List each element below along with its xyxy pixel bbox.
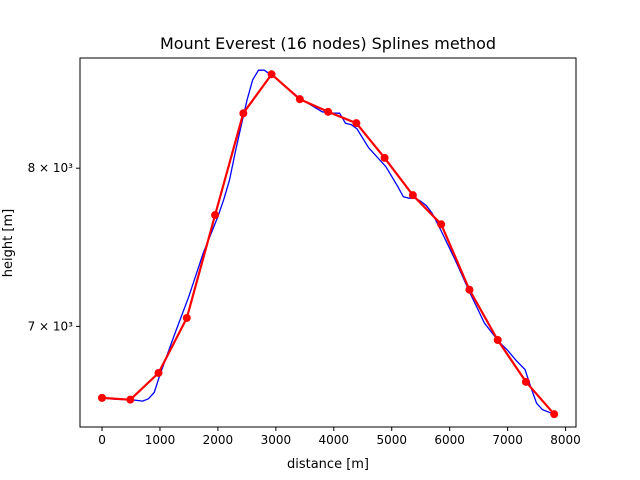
data-point-red xyxy=(493,336,502,345)
y-tick-label: 8 × 10³ xyxy=(28,161,74,175)
x-tick-label: 0 xyxy=(98,433,106,447)
y-tick-label: 7 × 10³ xyxy=(28,319,74,333)
data-point-red xyxy=(182,313,191,322)
data-point-red xyxy=(437,220,446,229)
data-layer xyxy=(98,69,559,419)
data-point-red xyxy=(380,153,389,162)
data-point-red xyxy=(465,285,474,294)
x-tick-label: 2000 xyxy=(203,433,234,447)
data-point-red xyxy=(352,119,361,128)
x-tick-label: 8000 xyxy=(550,433,581,447)
data-point-red xyxy=(521,377,530,386)
data-point-red xyxy=(211,211,220,220)
x-tick-label: 6000 xyxy=(434,433,465,447)
data-point-red xyxy=(239,109,248,118)
y-axis-ticks: 7 × 10³ 8 × 10³ xyxy=(28,161,80,333)
data-point-red xyxy=(126,395,135,404)
data-point-red xyxy=(550,410,559,419)
x-axis-ticks: 0 1000 2000 3000 4000 5000 6000 7000 8000 xyxy=(98,427,581,447)
x-tick-label: 7000 xyxy=(492,433,523,447)
data-point-red xyxy=(154,368,163,377)
x-tick-label: 5000 xyxy=(376,433,407,447)
data-point-red xyxy=(295,95,304,104)
chart-title: Mount Everest (16 nodes) Splines method xyxy=(160,34,496,53)
data-point-red xyxy=(324,107,333,116)
data-point-red xyxy=(98,393,107,402)
data-point-red xyxy=(267,70,276,79)
x-tick-label: 4000 xyxy=(319,433,350,447)
y-axis-label: height [m] xyxy=(1,209,16,277)
x-axis-label: distance [m] xyxy=(287,457,369,472)
x-tick-label: 1000 xyxy=(145,433,176,447)
plot-frame xyxy=(79,57,577,428)
data-point-red xyxy=(408,191,417,200)
x-tick-label: 3000 xyxy=(261,433,292,447)
